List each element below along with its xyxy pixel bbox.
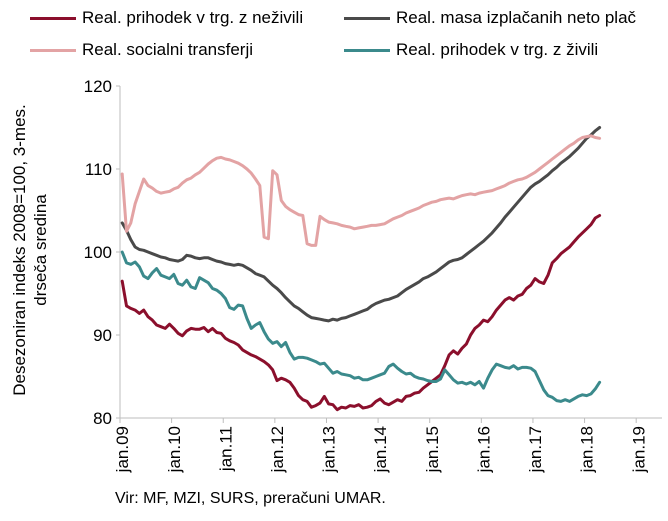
y-tick-label: 110 (85, 160, 112, 179)
legend-swatch (344, 48, 390, 52)
legend-swatch (344, 16, 390, 20)
legend-item-neziviila: Real. prihodek v trg. z neživili (30, 8, 303, 28)
legend-swatch (30, 48, 76, 52)
series-line-1 (120, 214, 602, 412)
legend-swatch (30, 16, 76, 20)
legend-item-transferji: Real. socialni transferji (30, 40, 253, 60)
legend-item-zivili: Real. prihodek v trg. z živili (344, 40, 598, 60)
x-tick-label: jan.12 (268, 426, 287, 473)
x-tick-label: jan.13 (320, 426, 339, 473)
x-tick-label: jan.11 (216, 426, 235, 472)
series-line-3 (120, 134, 602, 247)
x-tick-label: jan.14 (371, 426, 390, 473)
x-tick-label: jan.19 (629, 426, 648, 473)
x-tick-label: jan.10 (165, 426, 184, 473)
y-tick-label: 90 (93, 326, 112, 345)
legend-label: Real. masa izplačanih neto plač (396, 8, 637, 27)
legend-label: Real. socialni transferji (82, 40, 254, 59)
x-tick-label: jan.16 (474, 426, 493, 473)
x-tick-label: jan.09 (113, 426, 132, 473)
chart-legend: Real. prihodek v trg. z neživili Real. m… (0, 0, 668, 70)
source-note: Vir: MF, MZI, SURS, preračuni UMAR. (115, 490, 386, 507)
series-line-2 (120, 126, 602, 323)
y-tick-label: 100 (84, 243, 112, 262)
x-tick-label: jan.17 (526, 426, 545, 473)
y-tick-label: 120 (84, 77, 112, 96)
legend-label: Real. prihodek v trg. z neživili (82, 8, 304, 27)
x-tick-label: jan.18 (578, 426, 597, 473)
x-tick-label: jan.15 (423, 426, 442, 473)
legend-label: Real. prihodek v trg. z živili (396, 40, 599, 59)
legend-item-place: Real. masa izplačanih neto plač (344, 8, 668, 28)
y-tick-label: 80 (93, 409, 112, 428)
series-line-4 (120, 250, 602, 403)
